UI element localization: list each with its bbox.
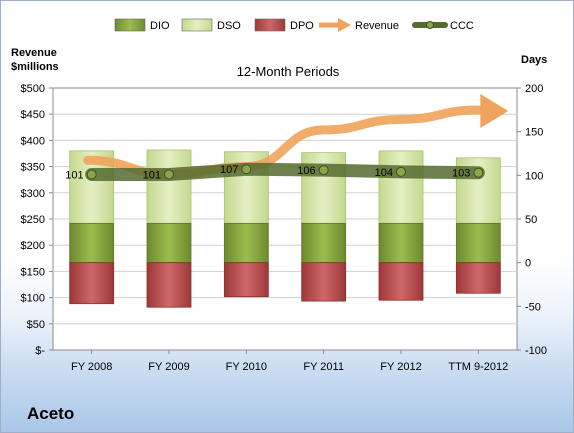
ccc-data-label: 104 bbox=[375, 167, 393, 179]
ccc-point bbox=[473, 167, 484, 178]
legend-swatch-ccc-dot bbox=[426, 21, 434, 29]
legend-swatch-dso bbox=[181, 18, 213, 32]
bar-dpo bbox=[378, 262, 424, 301]
ccc-point bbox=[318, 165, 329, 176]
left-tick-label: $50 bbox=[27, 319, 45, 331]
company-name: Aceto bbox=[27, 404, 75, 423]
x-tick-label: TTM 9-2012 bbox=[448, 361, 508, 373]
bar-dpo bbox=[223, 262, 269, 298]
left-tick-label: $- bbox=[35, 345, 45, 357]
legend-label-dso: DSO bbox=[217, 20, 241, 32]
left-tick-label: $200 bbox=[21, 240, 45, 252]
legend-swatch-dio bbox=[114, 18, 146, 32]
left-tick-label: $250 bbox=[21, 214, 45, 226]
bar-dso bbox=[378, 150, 424, 224]
right-tick-label: 100 bbox=[525, 170, 543, 182]
ccc-data-label: 107 bbox=[220, 164, 238, 176]
legend-label-dpo: DPO bbox=[290, 20, 314, 32]
bar-dio bbox=[378, 222, 424, 264]
legend-label-revenue: Revenue bbox=[355, 20, 399, 32]
revenue-arrowhead bbox=[480, 94, 509, 129]
right-tick-label: -100 bbox=[525, 345, 547, 357]
bar-dpo bbox=[301, 262, 347, 302]
bar-dio bbox=[223, 222, 269, 264]
chart-title: 12-Month Periods bbox=[237, 64, 340, 79]
ccc-point bbox=[86, 169, 97, 180]
bar-dio bbox=[455, 222, 501, 264]
bar-dso bbox=[301, 152, 347, 224]
bar-dio bbox=[301, 222, 347, 264]
legend-label-ccc: CCC bbox=[450, 20, 474, 32]
legend-swatch-revenue-arrow bbox=[338, 18, 351, 32]
left-tick-label: $150 bbox=[21, 266, 45, 278]
x-tick-label: FY 2008 bbox=[71, 361, 112, 373]
ccc-point bbox=[241, 164, 252, 175]
bar-dpo bbox=[146, 262, 192, 308]
bar-dso bbox=[146, 149, 192, 224]
bar-dpo bbox=[69, 262, 115, 305]
left-tick-label: $100 bbox=[21, 293, 45, 305]
left-tick-label: $450 bbox=[21, 109, 45, 121]
ccc-point bbox=[396, 166, 406, 177]
bar-dpo bbox=[455, 262, 501, 294]
right-tick-label: -50 bbox=[525, 301, 541, 313]
right-tick-label: 200 bbox=[525, 83, 543, 95]
ccc-data-label: 103 bbox=[452, 168, 470, 180]
x-tick-label: FY 2010 bbox=[226, 361, 267, 373]
x-tick-label: FY 2011 bbox=[303, 361, 344, 373]
bar-dio bbox=[69, 222, 115, 264]
left-axis-title-line1: Revenue bbox=[11, 47, 57, 59]
x-tick-label: FY 2012 bbox=[380, 361, 421, 373]
x-tick-label: FY 2009 bbox=[148, 361, 189, 373]
left-tick-label: $350 bbox=[21, 162, 45, 174]
left-axis-title-line2: $millions bbox=[11, 61, 59, 73]
right-tick-label: 0 bbox=[525, 258, 531, 270]
left-tick-label: $500 bbox=[21, 83, 45, 95]
legend-label-dio: DIO bbox=[150, 20, 170, 32]
ccc-point bbox=[164, 169, 174, 180]
left-tick-label: $300 bbox=[21, 188, 45, 200]
right-axis-title: Days bbox=[521, 54, 547, 66]
ccc-line bbox=[85, 162, 485, 181]
ccc-data-label: 101 bbox=[65, 169, 83, 181]
right-tick-label: 150 bbox=[525, 127, 543, 139]
legend-swatch-dpo bbox=[254, 18, 286, 32]
bar-dio bbox=[146, 222, 192, 264]
ccc-data-label: 101 bbox=[143, 169, 161, 181]
ccc-data-label: 106 bbox=[297, 165, 315, 177]
left-tick-label: $400 bbox=[21, 135, 45, 147]
right-tick-label: 50 bbox=[525, 214, 537, 226]
